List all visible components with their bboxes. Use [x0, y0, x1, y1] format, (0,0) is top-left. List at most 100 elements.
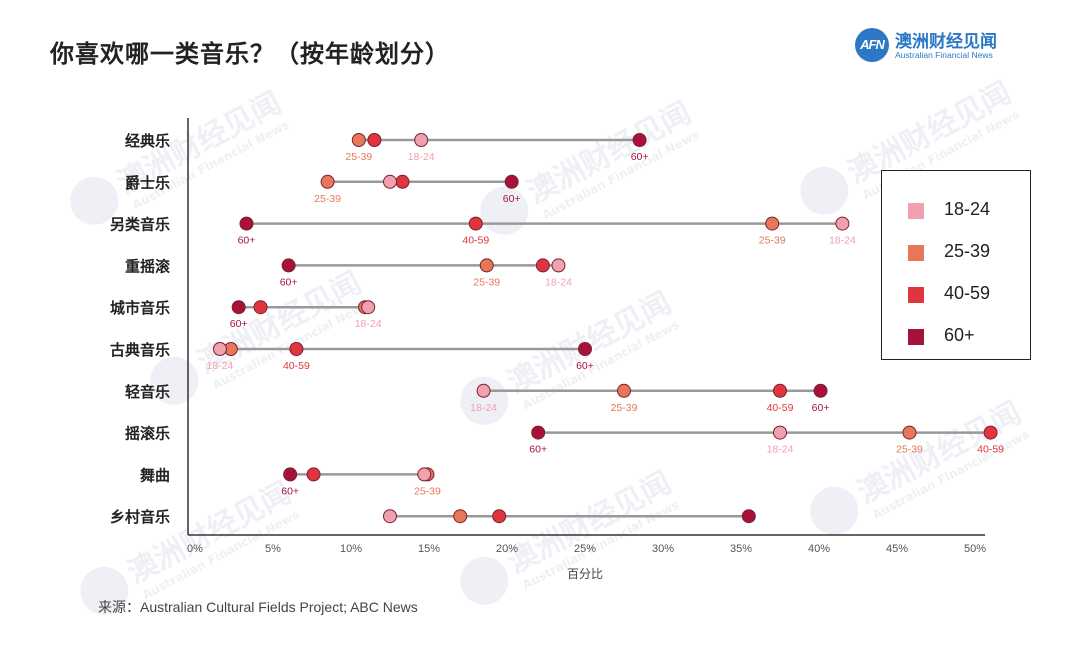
- category-label: 另类音乐: [110, 216, 170, 234]
- data-point-25-39: [479, 258, 494, 273]
- data-point-18-24: [414, 133, 429, 147]
- data-point-60plus: [283, 467, 298, 482]
- data-label: 60+: [281, 485, 299, 497]
- data-point-40-59: [289, 342, 304, 356]
- x-tick-label: 5%: [265, 543, 281, 555]
- data-label: 25-39: [414, 485, 441, 497]
- legend-label-18-24: 18-24: [944, 199, 991, 219]
- data-label: 18-24: [767, 444, 794, 456]
- legend-label-25-39: 25-39: [944, 241, 991, 261]
- x-tick-label: 25%: [574, 543, 596, 555]
- category-label: 古典音乐: [110, 341, 170, 359]
- data-label: 25-39: [314, 193, 341, 205]
- brand-name-cn: 澳洲财经见闻: [895, 32, 997, 52]
- data-point-60plus: [741, 509, 756, 524]
- data-point-18-24: [835, 216, 850, 231]
- data-label: 60+: [631, 151, 649, 163]
- data-label: 60+: [238, 235, 256, 247]
- chart-legend: 18-24 25-39 40-59 60+: [881, 170, 1031, 360]
- x-tick-label: 45%: [886, 543, 908, 555]
- data-label: 60+: [503, 193, 521, 205]
- category-label: 爵士乐: [125, 174, 170, 192]
- data-point-60plus: [813, 383, 828, 398]
- x-tick-label: 10%: [340, 543, 362, 555]
- brand-name-en: Australian Financial News: [895, 50, 993, 60]
- data-label: 60+: [230, 318, 248, 330]
- data-point-40-59: [306, 467, 321, 482]
- data-point-18-24: [417, 467, 432, 482]
- data-point-25-39: [351, 133, 366, 147]
- data-point-25-39: [765, 216, 780, 231]
- category-label: 乡村音乐: [110, 508, 170, 526]
- x-tick-label: 15%: [418, 543, 440, 555]
- data-label: 18-24: [408, 151, 435, 163]
- category-label: 轻音乐: [125, 383, 170, 401]
- data-label: 60+: [529, 444, 547, 456]
- data-point-40-59: [773, 383, 787, 398]
- data-label: 25-39: [473, 276, 500, 288]
- category-label: 经典乐: [125, 132, 170, 150]
- x-tick-label: 35%: [730, 543, 752, 555]
- afn-logo-icon: AFN: [855, 28, 889, 62]
- data-label: 25-39: [896, 444, 923, 456]
- data-point-40-59: [367, 133, 382, 147]
- data-label: 25-39: [345, 151, 372, 163]
- page-title: 你喜欢哪一类音乐？（按年龄划分）: [50, 40, 450, 68]
- data-label: 25-39: [611, 402, 638, 414]
- source-note: 来源：Australian Cultural Fields Project; A…: [98, 599, 418, 615]
- data-point-18-24: [383, 509, 397, 524]
- data-label: 40-59: [767, 402, 794, 414]
- data-point-25-39: [453, 509, 468, 524]
- legend-label-60plus: 60+: [944, 325, 975, 345]
- category-label: 城市音乐: [110, 299, 170, 317]
- data-point-60plus: [531, 425, 546, 440]
- category-label: 重摇滚: [125, 257, 171, 275]
- category-label: 摇滚乐: [125, 425, 170, 443]
- x-tick-label: 0%: [187, 543, 203, 555]
- legend-swatch-18-24: [908, 203, 924, 219]
- data-label: 18-24: [207, 360, 234, 372]
- data-label: 60+: [576, 360, 594, 372]
- data-point-18-24: [773, 425, 787, 440]
- x-axis-label: 百分比: [567, 567, 603, 581]
- data-label: 25-39: [759, 235, 786, 247]
- x-tick-label: 50%: [964, 543, 986, 555]
- data-point-60plus: [239, 216, 254, 231]
- data-point-25-39: [617, 383, 631, 398]
- legend-swatch-40-59: [908, 287, 924, 303]
- data-label: 18-24: [545, 276, 572, 288]
- data-point-40-59: [492, 509, 507, 524]
- legend-swatch-60plus: [908, 329, 924, 345]
- data-point-60plus: [231, 300, 246, 315]
- data-point-40-59: [983, 425, 998, 440]
- x-tick-label: 30%: [652, 543, 674, 555]
- data-point-25-39: [320, 174, 335, 189]
- legend-label-40-59: 40-59: [944, 283, 991, 303]
- x-tick-label: 40%: [808, 543, 830, 555]
- data-point-40-59: [395, 174, 410, 189]
- data-label: 60+: [812, 402, 830, 414]
- data-label: 18-24: [470, 402, 497, 414]
- data-point-40-59: [253, 300, 268, 315]
- data-point-18-24: [361, 300, 376, 315]
- brand-logo: AFN 澳洲财经见闻 Australian Financial News: [855, 28, 1035, 64]
- data-point-60plus: [632, 133, 647, 147]
- data-point-60plus: [281, 258, 296, 273]
- data-label: 18-24: [355, 318, 382, 330]
- legend-swatch-25-39: [908, 245, 924, 261]
- data-point-40-59: [468, 216, 483, 231]
- category-label: 舞曲: [140, 466, 170, 484]
- data-point-60plus: [578, 342, 592, 356]
- data-label: 40-59: [462, 235, 489, 247]
- data-point-18-24: [551, 258, 566, 273]
- data-label: 18-24: [829, 235, 856, 247]
- data-point-40-59: [535, 258, 550, 273]
- data-point-18-24: [476, 383, 491, 398]
- data-point-25-39: [902, 425, 917, 440]
- data-label: 40-59: [977, 444, 1004, 456]
- data-point-18-24: [383, 174, 397, 189]
- x-tick-label: 20%: [496, 543, 518, 555]
- data-label: 40-59: [283, 360, 310, 372]
